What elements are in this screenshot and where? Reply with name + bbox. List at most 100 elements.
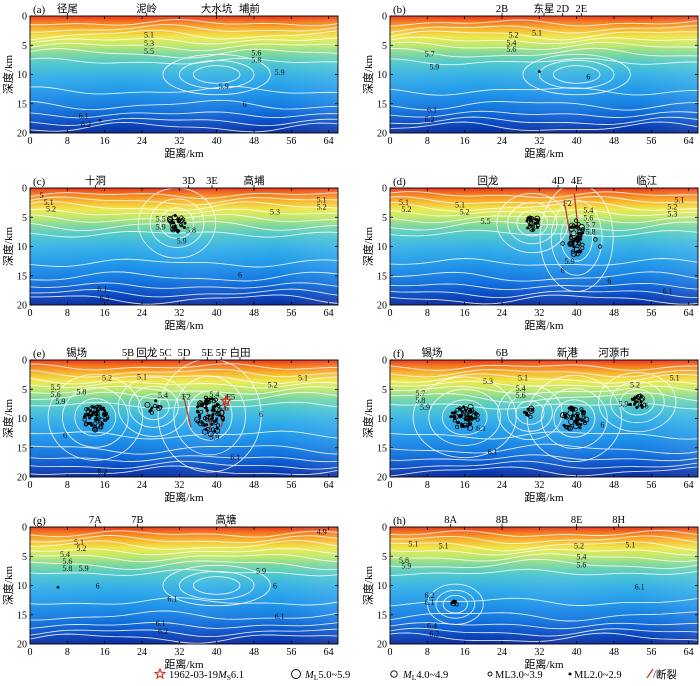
event-marker bbox=[454, 424, 460, 429]
contour-label: 5.2 bbox=[630, 381, 640, 390]
event-marker bbox=[463, 418, 467, 422]
contour-loop bbox=[516, 209, 549, 237]
panel-letter: (d) bbox=[393, 176, 406, 188]
x-tick-label: 16 bbox=[460, 647, 470, 658]
contour-loop bbox=[539, 188, 614, 292]
contour-label: 5.7 bbox=[415, 389, 425, 398]
contour-line bbox=[390, 454, 698, 462]
x-tick-label: 64 bbox=[324, 647, 334, 658]
event-marker bbox=[580, 245, 585, 251]
contour-line bbox=[30, 633, 338, 644]
x-tick-label: 64 bbox=[684, 647, 694, 658]
contour-label: 5.1 bbox=[532, 28, 542, 37]
event-marker bbox=[454, 602, 459, 607]
contour-label: 5.5 bbox=[156, 214, 166, 223]
contour-loop bbox=[515, 400, 545, 425]
event-marker bbox=[156, 405, 160, 409]
event-marker bbox=[450, 411, 454, 415]
contour-loop bbox=[117, 376, 190, 437]
event-marker bbox=[570, 249, 575, 254]
contour-label: 5.8 bbox=[186, 226, 196, 235]
profile-label: 3E bbox=[206, 176, 218, 187]
contour-line bbox=[390, 568, 698, 576]
event-marker bbox=[198, 415, 202, 419]
event-marker bbox=[538, 70, 541, 73]
legend-label: 1962-03-19MS6.1 bbox=[169, 670, 244, 682]
event-marker bbox=[452, 599, 457, 604]
event-marker bbox=[571, 225, 575, 229]
contour-loop bbox=[178, 60, 255, 89]
y-tick-label: 5 bbox=[382, 41, 387, 52]
contour-line bbox=[390, 294, 698, 305]
legend-label: ML3.0~3.9 bbox=[495, 670, 543, 681]
event-marker bbox=[209, 398, 214, 403]
contour-lines bbox=[390, 188, 698, 305]
x-tick-label: 16 bbox=[460, 480, 470, 491]
x-tick-label: 64 bbox=[324, 480, 334, 491]
event-marker bbox=[580, 409, 584, 413]
panel-f: 5.75.85.95.3 5.15.45.66.1 65.9 65.25.16.10 8… bbox=[361, 346, 699, 504]
event-marker bbox=[205, 426, 211, 432]
event-marker bbox=[90, 405, 94, 409]
profile-label: 8B bbox=[496, 515, 508, 526]
contour-line bbox=[390, 558, 698, 569]
contour-line bbox=[30, 258, 338, 268]
x-tick-label: 8 bbox=[425, 480, 430, 491]
event-marker bbox=[56, 585, 60, 589]
event-marker bbox=[204, 406, 208, 410]
contour-label: 6.2 bbox=[100, 294, 110, 303]
contour-label: 5.2 bbox=[46, 204, 56, 213]
contour-loop bbox=[62, 386, 129, 448]
contour-line bbox=[30, 42, 338, 52]
y-axis-label: 深度/km bbox=[361, 566, 375, 606]
contour-line bbox=[390, 116, 698, 125]
legend-circle-small-icon bbox=[487, 671, 493, 677]
contour-label: 6.1 bbox=[488, 447, 498, 456]
contour-line bbox=[30, 553, 338, 563]
contour-label: 5.4 bbox=[583, 206, 593, 215]
x-tick-label: 8 bbox=[65, 308, 70, 319]
event-marker bbox=[93, 421, 98, 426]
y-tick-label: 5 bbox=[382, 213, 387, 224]
event-marker bbox=[88, 416, 92, 420]
event-marker bbox=[168, 220, 174, 225]
x-tick-label: 32 bbox=[534, 480, 544, 491]
panel-letter: (e) bbox=[33, 348, 46, 360]
contour-loop bbox=[522, 53, 631, 96]
y-tick-label: 0 bbox=[22, 356, 27, 367]
contour-label: 5.5 bbox=[481, 217, 491, 226]
event-marker bbox=[144, 401, 151, 408]
contour-line bbox=[390, 191, 698, 199]
event-marker bbox=[449, 415, 453, 419]
contour-label: 6.2 bbox=[425, 591, 435, 600]
contour-loop bbox=[620, 388, 655, 416]
event-marker bbox=[632, 398, 636, 402]
y-tick-label: 0 bbox=[382, 184, 387, 195]
contour-loop bbox=[159, 207, 195, 239]
contour-label: 5.1 bbox=[317, 196, 327, 205]
panel-e: 5.55.6 5.85.95.2 5.15.4 5.45.65.95.25.1666.… bbox=[1, 346, 339, 504]
contour-lines bbox=[390, 364, 698, 477]
event-marker bbox=[635, 405, 639, 409]
y-tick-label: 0 bbox=[382, 523, 387, 534]
x-tick-label: 64 bbox=[324, 136, 334, 147]
profile-label: 十洞 bbox=[85, 174, 106, 187]
contour-line bbox=[390, 30, 698, 41]
contour-label: 5.9 bbox=[79, 564, 89, 573]
heatmap-lateral bbox=[390, 188, 698, 305]
event-marker bbox=[566, 425, 573, 432]
event-marker bbox=[216, 403, 221, 408]
event-marker bbox=[468, 422, 472, 426]
x-tick-label: 56 bbox=[286, 647, 296, 658]
star-event-marker bbox=[219, 394, 233, 407]
contour-label: 6.2 bbox=[97, 467, 107, 476]
contour-line bbox=[390, 290, 698, 299]
contour-label: 6.4 bbox=[427, 621, 437, 630]
event-marker bbox=[90, 423, 94, 427]
x-tick-label: 0 bbox=[388, 136, 393, 147]
profile-label: 回龙 bbox=[136, 346, 157, 359]
event-marker bbox=[207, 414, 211, 418]
y-tick-label: 5 bbox=[22, 385, 27, 396]
contour-label: 5.2 bbox=[268, 381, 278, 390]
earthquake-events bbox=[525, 215, 603, 257]
